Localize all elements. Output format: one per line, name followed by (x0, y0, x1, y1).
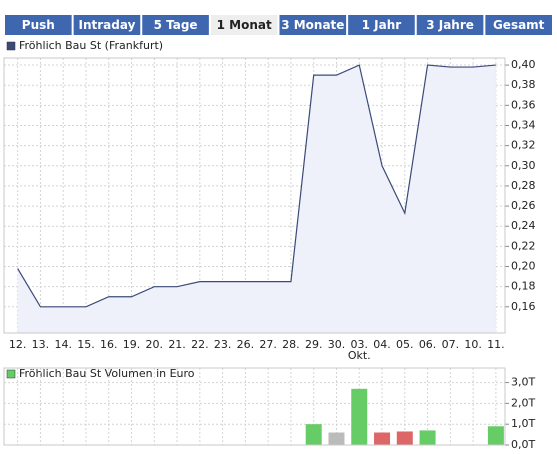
volume-bar (305, 424, 322, 445)
x-tick-label: 03. (351, 338, 369, 351)
tab-label[interactable]: 1 Monat (217, 18, 272, 32)
x-tick-label: 20. (146, 338, 164, 351)
x-tick-label: 06. (419, 338, 437, 351)
y-tick-label: 0,0T (511, 438, 535, 451)
x-tick-label: 21. (168, 338, 186, 351)
tab-label[interactable]: Push (22, 18, 55, 32)
plot-frame (3, 57, 506, 334)
x-tick-label: 05. (396, 338, 414, 351)
y-tick-label: 0,28 (511, 179, 536, 192)
x-tick-label: 13. (32, 338, 50, 351)
y-tick-label: 2,0T (511, 396, 535, 409)
legend-swatch (6, 41, 16, 51)
tab[interactable] (485, 15, 552, 35)
y-tick-label: 0,34 (511, 118, 536, 131)
y-tick-label: 0,16 (511, 300, 536, 313)
y-tick-label: 0,24 (511, 219, 536, 232)
x-tick-label: 16. (100, 338, 118, 351)
x-tick-label: 29. (305, 338, 323, 351)
x-tick-label: 23. (214, 338, 232, 351)
tab-label[interactable]: Intraday (78, 18, 135, 32)
x-tick-label: 30. (328, 338, 346, 351)
tab[interactable] (348, 15, 415, 35)
legend-label: Fröhlich Bau St Volumen in Euro (19, 367, 195, 380)
y-tick-label: 1,0T (511, 417, 535, 430)
area-fill (17, 65, 496, 334)
x-tick-label: 07. (442, 338, 460, 351)
y-tick-label: 0,36 (511, 98, 536, 111)
legend-label: Fröhlich Bau St (Frankfurt) (19, 39, 163, 52)
y-tick-label: 0,30 (511, 159, 536, 172)
y-tick-label: 0,40 (511, 58, 536, 71)
tab[interactable] (210, 15, 278, 35)
x-tick-label: 11. (487, 338, 505, 351)
y-tick-label: 0,38 (511, 78, 536, 91)
tab[interactable] (5, 15, 72, 35)
tab[interactable] (279, 15, 347, 35)
tab-label[interactable]: 5 Tage (154, 18, 198, 32)
x-tick-label: 26. (237, 338, 255, 351)
x-tick-label: 19. (123, 338, 141, 351)
x-tick-label: 28. (282, 338, 300, 351)
x-tick-label: 12. (9, 338, 27, 351)
x-tick-label: 04. (373, 338, 391, 351)
tab[interactable] (142, 15, 209, 35)
plot-frame (3, 367, 506, 446)
x-tick-label: 27. (259, 338, 277, 351)
y-tick-label: 0,20 (511, 260, 536, 273)
y-tick-label: 0,22 (511, 239, 536, 252)
x-tick-label: 14. (54, 338, 72, 351)
tab-label[interactable]: Gesamt (493, 18, 545, 32)
volume-bar (396, 431, 413, 445)
tab-label[interactable]: 1 Jahr (362, 18, 402, 32)
volume-bar (328, 432, 345, 445)
y-tick-label: 3,0T (511, 376, 535, 389)
y-tick-label: 0,26 (511, 199, 536, 212)
volume-bar (351, 388, 368, 445)
x-tick-label: 10. (464, 338, 482, 351)
price-line (17, 64, 496, 308)
y-tick-label: 0,32 (511, 139, 536, 152)
legend-swatch (6, 369, 16, 379)
x-month-label: Okt. (348, 349, 371, 362)
tab[interactable] (416, 15, 484, 35)
volume-bar (487, 426, 504, 445)
tab-label[interactable]: 3 Jahre (426, 18, 474, 32)
x-tick-label: 15. (77, 338, 95, 351)
tab-label[interactable]: 3 Monate (281, 18, 344, 32)
x-tick-label: 22. (191, 338, 209, 351)
volume-bar (419, 430, 436, 445)
tab[interactable] (73, 15, 141, 35)
volume-bar (374, 432, 391, 445)
y-tick-label: 0,18 (511, 280, 536, 293)
